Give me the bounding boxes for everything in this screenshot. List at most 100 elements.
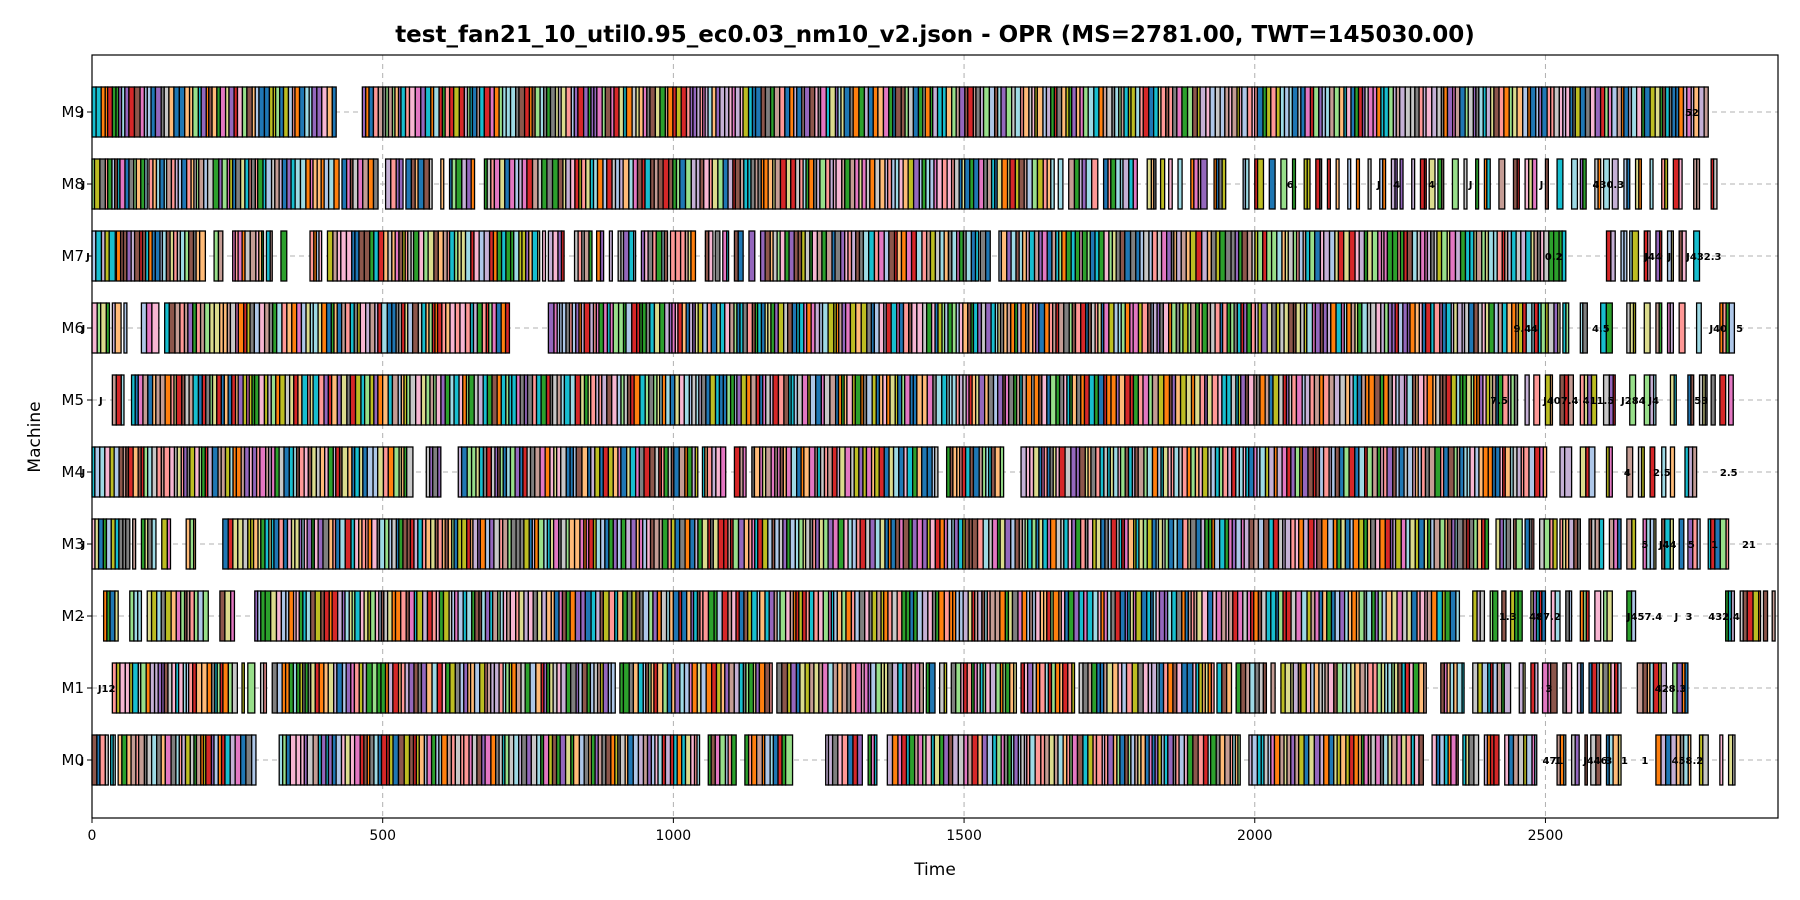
operation-bar [1531, 158, 1538, 210]
operation-bar [1171, 590, 1178, 642]
operation-bar [252, 518, 259, 570]
operation-bar [428, 158, 433, 210]
operation-bar [201, 662, 208, 714]
operation-bar [974, 230, 980, 282]
operation-bar [263, 86, 271, 138]
operation-bar [779, 230, 786, 282]
operation-bar [1186, 734, 1194, 786]
operation-bar [430, 518, 436, 570]
operation-bar [1678, 158, 1683, 210]
operation-bar [1314, 302, 1322, 354]
operation-bar [1664, 158, 1669, 210]
operation-bar [100, 302, 108, 354]
operation-bar [1021, 590, 1028, 642]
operation-bar [357, 158, 364, 210]
operation-bar [535, 662, 542, 714]
operation-bar [1544, 158, 1550, 210]
operation-bar [660, 590, 668, 642]
operation-bar [1304, 374, 1311, 426]
operation-bar [791, 302, 798, 354]
operation-bar [1158, 662, 1165, 714]
operation-bar [622, 590, 628, 642]
operation-bar [772, 734, 779, 786]
y-axis-label: Machine [25, 401, 45, 472]
operation-bar [813, 662, 820, 714]
operation-bar [921, 230, 928, 282]
operation-bar [896, 590, 903, 642]
operation-bar [620, 518, 627, 570]
operation-bar [493, 158, 501, 210]
operation-bar [1235, 518, 1243, 570]
operation-bar [1606, 590, 1613, 642]
operation-bar [916, 446, 923, 498]
operation-bar [150, 86, 157, 138]
operation-bar [1142, 86, 1150, 138]
operation-bar [137, 374, 144, 426]
operation-label: - [80, 612, 84, 623]
operation-bar [1387, 86, 1395, 138]
operation-bar [1728, 302, 1736, 354]
operation-bar [184, 734, 191, 786]
operation-bar [213, 230, 220, 282]
operation-bar [664, 374, 672, 426]
operation-bar [245, 734, 253, 786]
operation-label: 4 [1531, 324, 1538, 335]
operation-bar [151, 302, 160, 354]
operation-label: 471 [1543, 756, 1564, 767]
operation-bar [414, 86, 422, 138]
operation-bar [423, 230, 429, 282]
operation-bar [852, 734, 859, 786]
operation-bar [834, 230, 842, 282]
operation-bar [1280, 158, 1288, 210]
operation-bar [281, 302, 288, 354]
operation-bar [420, 86, 427, 138]
operation-bar [625, 86, 633, 138]
operation-bar [1520, 230, 1527, 282]
operation-bar [845, 590, 853, 642]
operation-bar [212, 158, 220, 210]
operation-bar [841, 662, 848, 714]
operation-bar [1369, 518, 1377, 570]
operation-bar [602, 662, 610, 714]
operation-bar [1461, 662, 1465, 714]
operation-bar [1048, 734, 1056, 786]
operation-bar [140, 302, 148, 354]
operation-bar [1552, 518, 1558, 570]
operation-bar [1417, 518, 1425, 570]
operation-bar [1277, 590, 1284, 642]
operation-bar [654, 86, 661, 138]
operation-bar [1157, 374, 1165, 426]
operation-bar [380, 662, 387, 714]
operation-bar [216, 374, 222, 426]
operation-bar [545, 590, 552, 642]
operation-bar [1591, 662, 1598, 714]
operation-bar [898, 446, 905, 498]
operation-bar [1752, 590, 1760, 642]
operation-bar [972, 158, 980, 210]
operation-bar [738, 590, 745, 642]
operation-bar [1106, 662, 1114, 714]
operation-bar [560, 446, 567, 498]
operation-bar [655, 230, 663, 282]
operation-bar [1210, 230, 1217, 282]
operation-bar [156, 446, 162, 498]
operation-bar [291, 302, 298, 354]
operation-bar [1141, 302, 1149, 354]
operation-bar [444, 374, 451, 426]
operation-bar [461, 158, 468, 210]
operation-bar [1394, 158, 1398, 210]
operation-bar [525, 734, 532, 786]
operation-bar [1219, 734, 1226, 786]
operation-bar [674, 374, 681, 426]
operation-bar [1636, 662, 1644, 714]
operation-bar [835, 158, 843, 210]
operation-bar [631, 302, 638, 354]
operation-bar [748, 230, 756, 282]
operation-bar [912, 158, 920, 210]
operation-bar [1598, 518, 1605, 570]
operation-bar [513, 734, 520, 786]
operation-bar [798, 302, 805, 354]
operation-bar [540, 374, 548, 426]
operation-bar [486, 446, 492, 498]
operation-bar [1353, 734, 1360, 786]
